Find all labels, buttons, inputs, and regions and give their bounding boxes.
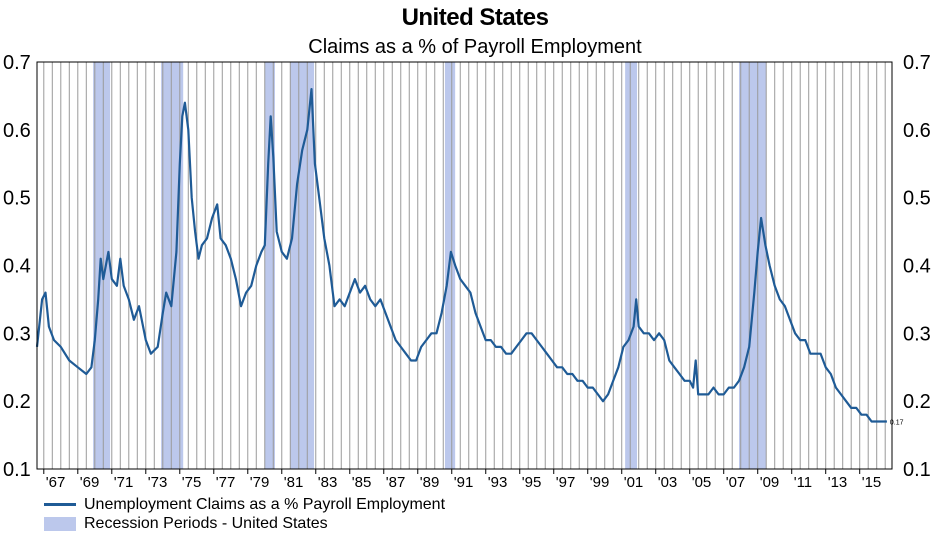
- y-tick-label-right: 0.2: [903, 391, 931, 413]
- x-tick-label: '91: [454, 474, 474, 491]
- x-tick-label: '15: [862, 474, 882, 491]
- y-tick-label-left: 0.2: [3, 391, 31, 413]
- vertical-gridlines: [43, 62, 886, 469]
- y-tick-label-right: 0.7: [903, 52, 931, 74]
- legend-recession-swatch: [44, 516, 76, 531]
- x-axis: '67 '69 '71 '73 '75 '77 '79 '81 '83 '85 '87 '89 '91 '…: [43, 469, 882, 491]
- x-tick-label: '03: [658, 474, 678, 491]
- recession-band-6: [739, 62, 767, 469]
- series-layer: [35, 88, 887, 423]
- y-axis-right: 0.1 0.2 0.3 0.4 0.5 0.6 0.7: [903, 52, 931, 481]
- y-tick-label-right: 0.1: [903, 459, 931, 481]
- x-tick-label: '95: [522, 474, 542, 491]
- y-tick-label-left: 0.5: [3, 188, 31, 210]
- series-line-0: [35, 88, 887, 423]
- legend-series-label: Unemployment Claims as a % Payroll Emplo…: [84, 495, 446, 513]
- legend-line-swatch: [44, 503, 76, 506]
- plot-frame: [36, 61, 893, 470]
- x-tick-label: '79: [250, 474, 270, 491]
- legend-item-series: Unemployment Claims as a % Payroll Emplo…: [44, 495, 445, 514]
- x-tick-label: '67: [46, 474, 66, 491]
- y-tick-label-left: 0.4: [3, 256, 31, 278]
- legend: Unemployment Claims as a % Payroll Emplo…: [44, 495, 445, 533]
- x-tick-label: '93: [488, 474, 508, 491]
- chart-title: United States: [401, 4, 549, 31]
- x-tick-label: '83: [318, 474, 338, 491]
- y-tick-label-right: 0.3: [903, 323, 931, 345]
- y-tick-label-right: 0.4: [903, 256, 931, 278]
- y-tick-label-left: 0.3: [3, 323, 31, 345]
- x-tick-label: '97: [556, 474, 576, 491]
- legend-recession-label: Recession Periods - United States: [84, 514, 328, 532]
- last-value-label: 0.17: [890, 420, 904, 427]
- recession-bands: [93, 62, 767, 469]
- x-tick-label: '81: [284, 474, 304, 491]
- recession-band-2: [264, 62, 275, 469]
- x-tick-label: '87: [386, 474, 406, 491]
- y-tick-label-right: 0.6: [903, 120, 931, 142]
- legend-item-recession: Recession Periods - United States: [44, 514, 445, 533]
- x-tick-label: '77: [216, 474, 236, 491]
- y-tick-label-right: 0.5: [903, 188, 931, 210]
- y-tick-label-left: 0.7: [3, 52, 31, 74]
- x-tick-label: '89: [420, 474, 440, 491]
- x-tick-label: '01: [624, 474, 644, 491]
- x-tick-label: '73: [148, 474, 168, 491]
- x-tick-label: '09: [760, 474, 780, 491]
- x-tick-label: '71: [114, 474, 134, 491]
- x-tick-label: '69: [80, 474, 100, 491]
- x-tick-label: '75: [182, 474, 202, 491]
- y-tick-label-left: 0.1: [3, 459, 31, 481]
- recession-band-5: [625, 62, 638, 469]
- x-tick-label: '13: [828, 474, 848, 491]
- chart-subtitle: Claims as a % of Payroll Employment: [308, 36, 642, 58]
- recession-band-3: [290, 62, 315, 469]
- x-tick-label: '07: [726, 474, 746, 491]
- y-tick-label-left: 0.6: [3, 120, 31, 142]
- x-tick-label: '11: [794, 474, 812, 491]
- x-tick-label: '05: [692, 474, 712, 491]
- x-tick-label: '85: [352, 474, 372, 491]
- recession-band-1: [161, 62, 184, 469]
- y-axis-left: 0.1 0.2 0.3 0.4 0.5 0.6 0.7: [3, 52, 31, 481]
- x-tick-label: '99: [590, 474, 610, 491]
